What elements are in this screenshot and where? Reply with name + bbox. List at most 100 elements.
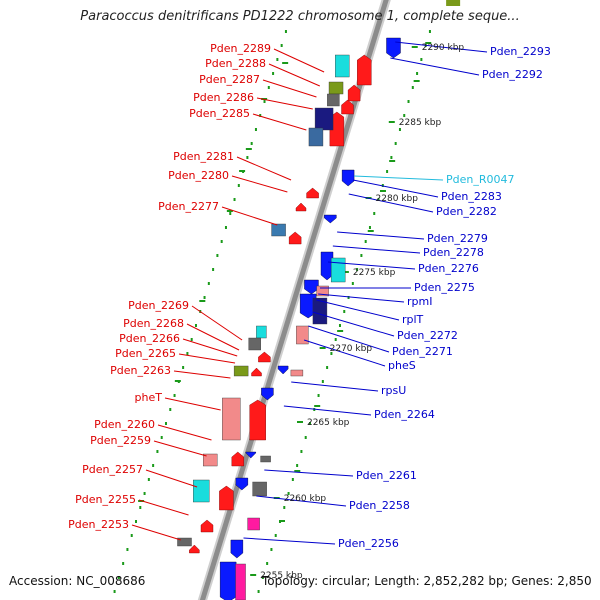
gene-label[interactable]: Pden_2266: [119, 332, 180, 345]
gene-label[interactable]: Pden_2286: [193, 91, 254, 104]
gene-arrow-forward[interactable]: [295, 202, 307, 212]
gene-label[interactable]: Pden_2287: [199, 73, 260, 86]
gene-block[interactable]: [193, 479, 210, 503]
gene-label[interactable]: Pden_2260: [94, 418, 155, 431]
gene-label[interactable]: Pden_2265: [115, 347, 176, 360]
gene-arrow-reverse[interactable]: [261, 387, 274, 401]
gene-arrow-forward[interactable]: [288, 231, 302, 245]
gene-arrow-reverse[interactable]: [341, 169, 355, 187]
topology-text: Topology: circular; Length: 2,852,282 bp…: [262, 574, 592, 588]
gene-label[interactable]: pheS: [388, 359, 416, 372]
scale-label: 2270 kbp: [330, 344, 373, 354]
gene-label[interactable]: Pden_2264: [374, 408, 435, 421]
gene-block[interactable]: [314, 107, 334, 131]
gene-arrow-reverse[interactable]: [324, 214, 337, 224]
leader-line: [243, 537, 336, 545]
leader-line: [236, 156, 292, 181]
gene-arrow-reverse[interactable]: [277, 365, 289, 375]
gene-arrow-reverse[interactable]: [245, 451, 257, 459]
gene-block[interactable]: [290, 369, 304, 377]
gene-label[interactable]: Pden_2259: [90, 434, 151, 447]
tick-dot-right: [368, 226, 371, 229]
gene-block[interactable]: [328, 81, 344, 95]
gene-label[interactable]: Pden_2281: [173, 150, 234, 163]
gene-block[interactable]: [248, 337, 261, 351]
gene-block[interactable]: [260, 455, 271, 463]
gene-arrow-forward[interactable]: [251, 367, 262, 377]
gene-label[interactable]: Pden_2256: [338, 537, 399, 550]
gene-arrow-reverse[interactable]: [219, 561, 237, 600]
gene-label[interactable]: Pden_2275: [414, 281, 475, 294]
gene-block[interactable]: [222, 397, 241, 441]
gene-block[interactable]: [252, 481, 267, 497]
gene-block[interactable]: [335, 54, 350, 78]
gene-arrow-forward[interactable]: [219, 485, 234, 511]
gene-label[interactable]: Pden_2268: [123, 317, 184, 330]
gene-label[interactable]: pheT: [135, 391, 163, 404]
gene-block[interactable]: [271, 223, 286, 237]
gene-label[interactable]: Pden_2277: [158, 200, 219, 213]
gene-label[interactable]: Pden_2255: [75, 493, 136, 506]
gene-block[interactable]: [233, 365, 249, 377]
gene-arrow-forward[interactable]: [200, 519, 214, 533]
gene-arrow-reverse[interactable]: [304, 279, 319, 295]
tick-dot-right: [428, 30, 431, 33]
gene-arrow-reverse[interactable]: [386, 37, 401, 59]
tick-dot-right: [398, 128, 401, 131]
gene-label[interactable]: Pden_2288: [205, 57, 266, 70]
gene-arrow-forward[interactable]: [357, 54, 372, 86]
gene-arrow-forward[interactable]: [306, 187, 319, 199]
gene-label[interactable]: Pden_2257: [82, 463, 143, 476]
gene-label[interactable]: Pden_2278: [423, 246, 484, 259]
gene-label[interactable]: Pden_2282: [436, 205, 497, 218]
gene-arrow-reverse[interactable]: [299, 293, 317, 319]
gene-label[interactable]: Pden_2276: [418, 262, 479, 275]
gene-arrow-forward[interactable]: [341, 99, 354, 115]
gene-label[interactable]: rplT: [402, 313, 424, 326]
gene-block[interactable]: [316, 285, 329, 297]
tick-dot-right: [317, 394, 320, 397]
gene-label[interactable]: Pden_R0047: [446, 173, 515, 186]
gene-label[interactable]: Pden_2285: [189, 107, 250, 120]
gene-block[interactable]: [330, 257, 346, 283]
tick-dot-left: [280, 44, 283, 47]
gene-block[interactable]: [235, 563, 246, 600]
gene-label[interactable]: Pden_2292: [482, 68, 543, 81]
gene-arrow-forward[interactable]: [189, 544, 200, 554]
gene-label[interactable]: Pden_2280: [168, 169, 229, 182]
gene-block[interactable]: [296, 325, 309, 345]
gene-label[interactable]: Pden_2279: [427, 232, 488, 245]
gene-block[interactable]: [308, 127, 324, 147]
gene-arrow-reverse[interactable]: [235, 477, 249, 491]
gene-label[interactable]: Pden_2271: [392, 345, 453, 358]
gene-label[interactable]: Pden_2269: [128, 299, 189, 312]
tick-dot-left: [126, 548, 129, 551]
gene-arrow-forward[interactable]: [231, 451, 245, 467]
gene-label[interactable]: Pden_2283: [441, 190, 502, 203]
map-title: Paracoccus denitrificans PD1222 chromoso…: [80, 9, 520, 24]
tick-dot-left: [130, 534, 133, 537]
gene-label[interactable]: Pden_2258: [349, 499, 410, 512]
gene-block[interactable]: [256, 325, 267, 339]
gene-label[interactable]: Pden_2293: [490, 45, 551, 58]
gene-block[interactable]: [327, 93, 340, 107]
gene-label[interactable]: Pden_2289: [210, 42, 271, 55]
gene-block[interactable]: [247, 517, 260, 531]
gene-block[interactable]: [446, 0, 461, 6]
gene-label[interactable]: rpsU: [381, 384, 406, 397]
gene-block[interactable]: [202, 453, 218, 467]
gene-arrow-forward[interactable]: [249, 399, 266, 441]
gene-arrow-forward[interactable]: [347, 84, 361, 102]
gene-block[interactable]: [177, 537, 192, 547]
gene-arrow-reverse[interactable]: [230, 539, 244, 559]
gene-label[interactable]: Pden_2253: [68, 518, 129, 531]
gene-labels: 2290 kbp 2285 kbp 2280 kbp 2275 kbp 2270 kbp…: [68, 42, 551, 581]
gene-block[interactable]: [312, 297, 328, 325]
gene-label[interactable]: Pden_2263: [110, 364, 171, 377]
accession-text: Accession: NC_008686: [9, 574, 146, 588]
gene-label[interactable]: rpmI: [407, 295, 432, 308]
gene-arrow-forward[interactable]: [258, 351, 271, 363]
gene-arrow-reverse[interactable]: [320, 251, 334, 281]
gene-label[interactable]: Pden_2261: [356, 469, 417, 482]
gene-label[interactable]: Pden_2272: [397, 329, 458, 342]
